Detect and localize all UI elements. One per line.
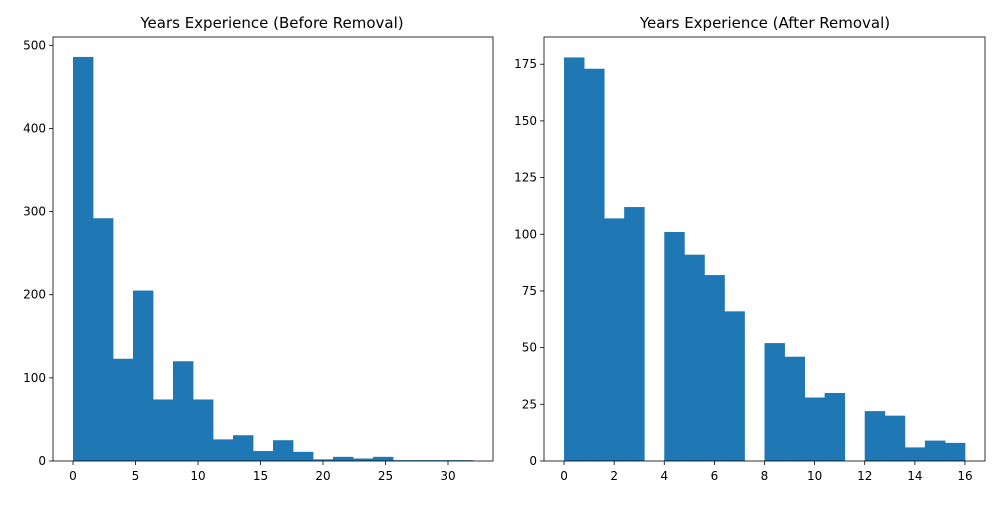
histogram-bar — [333, 456, 354, 461]
histogram-bar — [824, 392, 846, 461]
x-tick-label: 10 — [190, 469, 205, 483]
x-tick-label: 16 — [957, 469, 972, 483]
y-tick-label: 0 — [38, 454, 46, 468]
y-tick-label: 300 — [23, 205, 46, 219]
x-tick-label: 0 — [560, 469, 568, 483]
x-tick-label: 15 — [253, 469, 268, 483]
x-tick-label: 4 — [660, 469, 668, 483]
y-tick-label: 75 — [522, 284, 537, 298]
histogram-bar — [584, 68, 605, 462]
x-tick-label: 5 — [132, 469, 140, 483]
histogram-bar — [213, 439, 234, 461]
x-tick-label: 2 — [610, 469, 618, 483]
y-tick-label: 25 — [522, 397, 537, 411]
plot-frame — [543, 36, 986, 462]
histogram-bar — [904, 447, 926, 461]
chart-left: Years Experience (Before Removal) 010020… — [23, 14, 494, 483]
x-tick-label: 30 — [440, 469, 455, 483]
histogram-bar — [413, 460, 434, 461]
histogram-bar — [233, 435, 254, 461]
histogram-bar — [93, 218, 114, 461]
y-axis-ticks: 0 100 200 300 400 500 — [23, 38, 53, 468]
histogram-bar — [73, 56, 94, 461]
x-tick-label: 12 — [857, 469, 872, 483]
histogram-bar — [804, 397, 826, 461]
chart-right: Years Experience (After Removal) 0 25 50 75… — [514, 14, 986, 483]
histogram-bar — [153, 399, 174, 461]
chart-title: Years Experience (After Removal) — [639, 14, 890, 32]
histogram-bar — [564, 57, 585, 461]
histogram-bar — [313, 459, 334, 461]
histogram-bar — [433, 460, 454, 461]
histogram-bar — [604, 218, 625, 461]
x-tick-label: 20 — [315, 469, 330, 483]
histogram-bar — [664, 231, 685, 461]
histogram-bar — [353, 458, 374, 461]
histogram-bar — [293, 451, 314, 461]
histogram-bar — [393, 460, 414, 461]
x-tick-label: 0 — [69, 469, 77, 483]
y-tick-label: 200 — [23, 288, 46, 302]
y-tick-label: 100 — [514, 227, 537, 241]
y-tick-label: 175 — [514, 57, 537, 71]
histogram-bar — [764, 343, 785, 461]
histogram-bar — [864, 411, 886, 461]
histogram-bar — [624, 207, 645, 461]
histogram-bar — [784, 356, 805, 461]
y-tick-label: 100 — [23, 371, 46, 385]
x-tick-label: 25 — [378, 469, 393, 483]
histogram-bar — [113, 358, 134, 461]
x-axis-ticks: 0 2 4 6 8 10 12 14 16 — [560, 461, 973, 483]
histogram-bar — [193, 399, 214, 461]
y-tick-label: 125 — [514, 171, 537, 185]
bar-series — [73, 56, 474, 461]
histogram-bar — [453, 460, 474, 461]
bar-series — [564, 57, 966, 462]
histogram-bar — [133, 290, 154, 461]
x-tick-label: 6 — [711, 469, 719, 483]
histogram-bar — [724, 311, 745, 461]
histogram-bar — [924, 440, 946, 461]
y-tick-label: 0 — [529, 454, 537, 468]
y-axis-ticks: 0 25 50 75 100 125 150 175 — [514, 57, 544, 468]
x-tick-label: 14 — [907, 469, 922, 483]
x-tick-label: 8 — [761, 469, 769, 483]
histogram-bar — [253, 451, 274, 461]
histogram-bar — [704, 275, 725, 461]
y-tick-label: 400 — [23, 121, 46, 135]
histogram-bar — [884, 415, 906, 461]
y-tick-label: 500 — [23, 38, 46, 52]
y-tick-label: 50 — [522, 341, 537, 355]
histogram-bar — [173, 361, 194, 461]
histogram-bar — [944, 442, 966, 461]
x-axis-ticks: 0 5 10 15 20 25 30 — [69, 461, 456, 483]
chart-title: Years Experience (Before Removal) — [139, 14, 403, 32]
x-tick-label: 10 — [807, 469, 822, 483]
y-tick-label: 150 — [514, 114, 537, 128]
plot-frame — [52, 36, 494, 462]
histogram-bar — [684, 254, 705, 461]
histogram-bar — [373, 456, 394, 461]
histogram-bar — [273, 440, 294, 461]
